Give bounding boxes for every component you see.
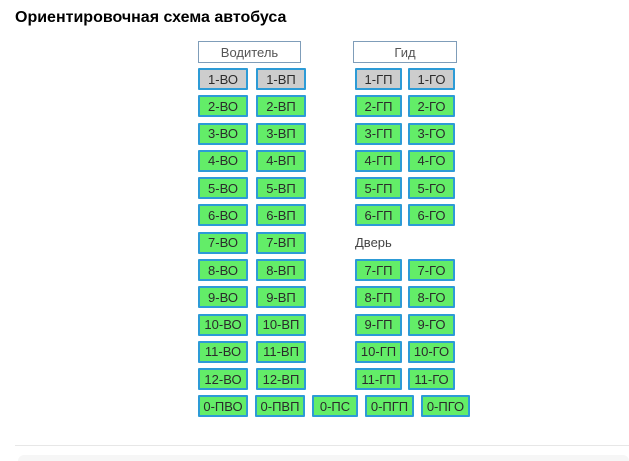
seat-3-vp[interactable]: 3-ВП [256, 122, 306, 145]
seat-5-gp[interactable]: 5-ГП [355, 177, 402, 200]
seat-4-vo[interactable]: 4-ВО [198, 149, 248, 172]
seat-row: 10-ГП 10-ГО [355, 340, 457, 363]
seat-9-vp[interactable]: 9-ВП [256, 286, 306, 309]
seat-0-pvo[interactable]: 0-ПВО [198, 395, 248, 417]
seat-0-ps[interactable]: 0-ПС [312, 395, 358, 417]
next-section-edge [18, 455, 629, 461]
seat-row: 2-ВО 2-ВП [198, 95, 306, 118]
seat-2-go[interactable]: 2-ГО [408, 95, 455, 118]
seat-1-vo: 1-ВО [198, 68, 248, 90]
seat-row: 12-ВО 12-ВП [198, 368, 306, 391]
back-row-seats: 0-ПВО 0-ПВП 0-ПС 0-ПГП 0-ПГО [198, 395, 470, 417]
seat-row: 6-ГП 6-ГО [355, 204, 457, 227]
seat-row: 4-ГП 4-ГО [355, 149, 457, 172]
seat-9-vo[interactable]: 9-ВО [198, 286, 248, 309]
divider-line [15, 445, 629, 446]
seat-12-vp[interactable]: 12-ВП [256, 368, 306, 391]
seat-3-gp[interactable]: 3-ГП [355, 122, 402, 145]
seat-row: 7-ВО 7-ВП [198, 231, 306, 254]
seat-0-pvp[interactable]: 0-ПВП [255, 395, 305, 417]
seat-8-vp[interactable]: 8-ВП [256, 259, 306, 282]
seat-10-vo[interactable]: 10-ВО [198, 313, 248, 336]
seat-6-vp[interactable]: 6-ВП [256, 204, 306, 227]
seat-1-gp: 1-ГП [355, 68, 402, 90]
seat-11-gp[interactable]: 11-ГП [355, 368, 402, 391]
seat-row: 8-ГП 8-ГО [355, 286, 457, 309]
seat-0-pgp[interactable]: 0-ПГП [365, 395, 414, 417]
seat-1-go: 1-ГО [408, 68, 455, 90]
seat-row: 4-ВО 4-ВП [198, 149, 306, 172]
seat-4-gp[interactable]: 4-ГП [355, 149, 402, 172]
seat-2-vp[interactable]: 2-ВП [256, 95, 306, 118]
seat-8-vo[interactable]: 8-ВО [198, 259, 248, 282]
guide-label-box: Гид [353, 41, 457, 63]
seat-3-go[interactable]: 3-ГО [408, 122, 455, 145]
seat-row: 8-ВО 8-ВП [198, 259, 306, 282]
guide-seat-rows: 1-ГП 1-ГО 2-ГП 2-ГО 3-ГП 3-ГО 4-ГП 4-ГО 5-ГП 5-ГО… [355, 68, 457, 391]
driver-column: Водитель 1-ВО 1-ВП 2-ВО 2-ВП 3-ВО 3-ВП 4-ВО 4-В… [198, 41, 306, 396]
page-title: Ориентировочная схема автобуса [15, 9, 287, 26]
seat-11-go[interactable]: 11-ГО [408, 368, 455, 391]
seat-7-go[interactable]: 7-ГО [408, 259, 455, 282]
seat-9-gp[interactable]: 9-ГП [355, 313, 402, 336]
driver-label-box: Водитель [198, 41, 301, 63]
seat-1-vp: 1-ВП [256, 68, 306, 90]
seat-12-vo[interactable]: 12-ВО [198, 368, 248, 391]
seat-9-go[interactable]: 9-ГО [408, 313, 455, 336]
guide-column: Гид 1-ГП 1-ГО 2-ГП 2-ГО 3-ГП 3-ГО 4-ГП 4-ГО 5-ГП… [353, 41, 457, 396]
seat-row: 11-ГП 11-ГО [355, 368, 457, 391]
seat-8-go[interactable]: 8-ГО [408, 286, 455, 309]
seat-7-vo[interactable]: 7-ВО [198, 231, 248, 254]
door-label: Дверь [355, 235, 392, 251]
seat-row: 2-ГП 2-ГО [355, 95, 457, 118]
seat-6-gp[interactable]: 6-ГП [355, 204, 402, 227]
seat-10-go[interactable]: 10-ГО [408, 340, 455, 363]
seat-4-vp[interactable]: 4-ВП [256, 149, 306, 172]
seat-row: 1-ВО 1-ВП [198, 68, 306, 90]
driver-seat-rows: 1-ВО 1-ВП 2-ВО 2-ВП 3-ВО 3-ВП 4-ВО 4-ВП 5-ВО 5-ВП… [198, 68, 306, 391]
seat-row: 1-ГП 1-ГО [355, 68, 457, 90]
seat-2-vo[interactable]: 2-ВО [198, 95, 248, 118]
seat-row: 7-ГП 7-ГО [355, 259, 457, 282]
seat-row: 3-ГП 3-ГО [355, 122, 457, 145]
seat-row: 9-ГП 9-ГО [355, 313, 457, 336]
seat-row: 6-ВО 6-ВП [198, 204, 306, 227]
seat-2-gp[interactable]: 2-ГП [355, 95, 402, 118]
seat-7-vp[interactable]: 7-ВП [256, 231, 306, 254]
seat-row: 3-ВО 3-ВП [198, 122, 306, 145]
seat-row: 11-ВО 11-ВП [198, 340, 306, 363]
seat-row: 9-ВО 9-ВП [198, 286, 306, 309]
seat-row: 5-ГП 5-ГО [355, 177, 457, 200]
seat-row: 5-ВО 5-ВП [198, 177, 306, 200]
seat-5-vo[interactable]: 5-ВО [198, 177, 248, 200]
seat-10-gp[interactable]: 10-ГП [355, 340, 402, 363]
seat-5-vp[interactable]: 5-ВП [256, 177, 306, 200]
seat-10-vp[interactable]: 10-ВП [256, 313, 306, 336]
seat-5-go[interactable]: 5-ГО [408, 177, 455, 200]
seat-8-gp[interactable]: 8-ГП [355, 286, 402, 309]
seat-11-vp[interactable]: 11-ВП [256, 340, 306, 363]
seat-7-gp[interactable]: 7-ГП [355, 259, 402, 282]
seat-3-vo[interactable]: 3-ВО [198, 122, 248, 145]
seat-0-pgo[interactable]: 0-ПГО [421, 395, 470, 417]
seat-4-go[interactable]: 4-ГО [408, 149, 455, 172]
seat-6-go[interactable]: 6-ГО [408, 204, 455, 227]
seat-6-vo[interactable]: 6-ВО [198, 204, 248, 227]
seat-11-vo[interactable]: 11-ВО [198, 340, 248, 363]
seat-row: 10-ВО 10-ВП [198, 313, 306, 336]
